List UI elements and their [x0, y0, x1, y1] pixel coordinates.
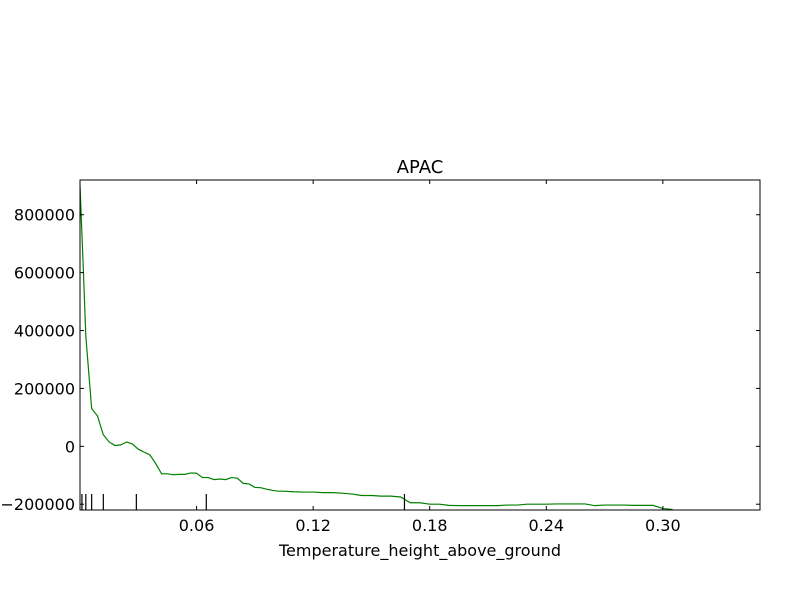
- y-tick-label: −200000: [1, 495, 75, 514]
- y-tick-label: 400000: [14, 322, 75, 341]
- x-tick-label: 0.24: [528, 516, 564, 535]
- chart-title: APAC: [397, 157, 444, 178]
- y-tick-label: 200000: [14, 379, 75, 398]
- x-tick-label: 0.30: [645, 516, 681, 535]
- x-tick-label: 0.06: [179, 516, 215, 535]
- x-tick-label: 0.12: [295, 516, 331, 535]
- x-tick-label: 0.18: [412, 516, 448, 535]
- series-line-0: [80, 185, 673, 510]
- x-axis-label: Temperature_height_above_ground: [278, 541, 561, 561]
- plot-area: [80, 185, 673, 510]
- y-tick-label: 800000: [14, 206, 75, 225]
- plot-frame: [79, 179, 761, 511]
- y-tick-label: 0: [65, 437, 75, 456]
- y-tick-label: 600000: [14, 264, 75, 283]
